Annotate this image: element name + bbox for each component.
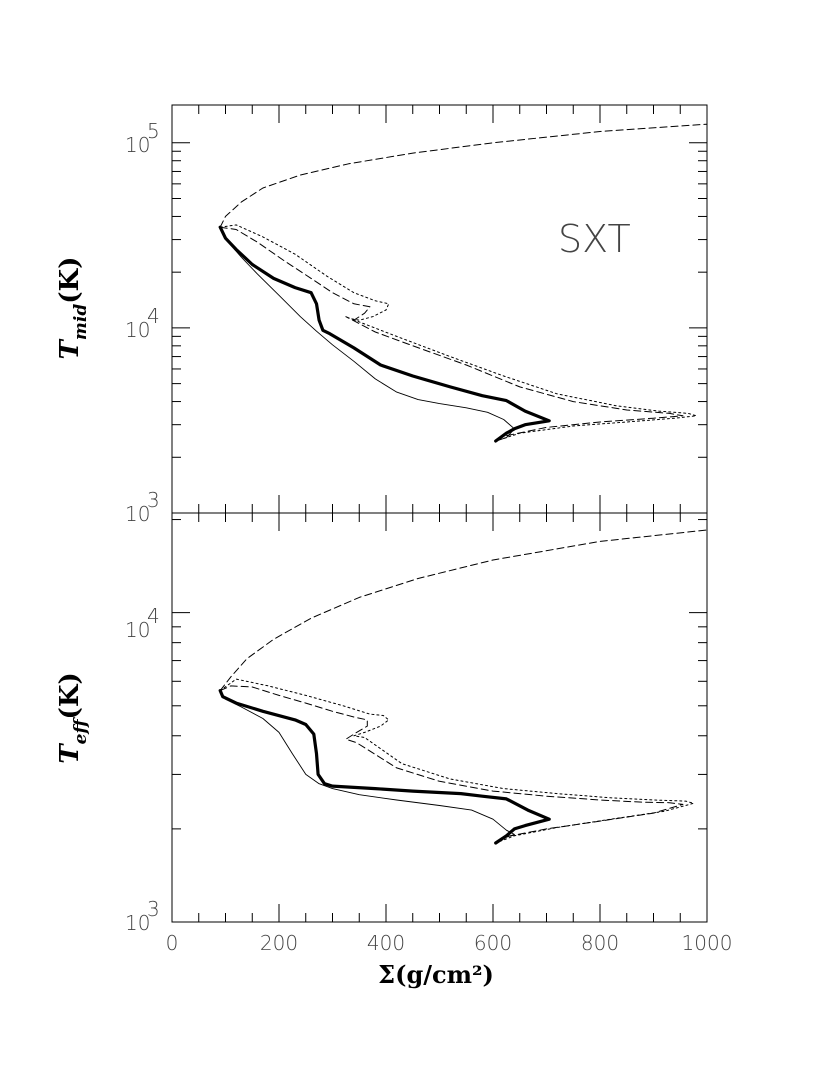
svg-text:Teff(K): Teff(K): [55, 672, 91, 763]
bottom-y-title-unit: (K): [55, 672, 85, 719]
bottom-panel-ticks: [171, 513, 708, 923]
x-axis-title: Σ(g/cm²): [378, 960, 494, 989]
svg-text:Tmid(K): Tmid(K): [55, 257, 91, 360]
x-tick-label-600: 600: [474, 931, 512, 955]
bottom-series-dashed-3: [219, 685, 684, 844]
bottom-y-tick-exp-1e4: 4: [147, 604, 160, 628]
bottom-series-thick-solid-1: [218, 688, 551, 845]
top-y-tick-base-1e3: 10: [125, 502, 150, 526]
top-y-title-unit: (K): [55, 257, 85, 304]
top-panel: 10 5 10 4 10 3 SXT Tmid(K): [55, 104, 708, 526]
top-y-title-main: T: [55, 338, 85, 359]
top-panel-frame: [171, 104, 708, 514]
top-y-axis-title: Tmid(K): [55, 257, 91, 360]
bottom-series-dashed-2: [219, 529, 708, 692]
x-tick-label-1000: 1000: [682, 931, 733, 955]
annotation-sxt: SXT: [558, 217, 631, 261]
bottom-panel-series: [218, 529, 708, 845]
top-y-tick-label-1e3: 10 3: [125, 488, 160, 526]
bottom-series-thin-solid-0: [219, 690, 515, 844]
bottom-y-tick-base-1e4: 10: [125, 618, 150, 642]
x-tick-labels: 0 200 400 600 800 1000: [166, 931, 733, 955]
top-series-dotted-4: [219, 224, 697, 442]
top-y-title-sub: mid: [71, 304, 91, 340]
top-series-dashed-2: [219, 123, 708, 228]
bottom-y-tick-label-1e3: 10 3: [125, 897, 160, 935]
bottom-panel-frame: [171, 512, 708, 923]
top-y-tick-label-1e5: 10 5: [125, 119, 160, 157]
top-panel-series: [218, 123, 708, 443]
top-y-tick-exp-1e5: 5: [147, 119, 160, 143]
top-series-thin-solid-0: [219, 226, 515, 442]
bottom-panel: 10 4 10 3 0 200 400 600 800 1000 Teff(K) Σ(g/…: [55, 512, 733, 989]
x-tick-label-800: 800: [581, 931, 619, 955]
top-panel-ticks: [171, 105, 708, 514]
bottom-y-tick-label-1e4: 10 4: [125, 604, 160, 642]
top-y-tick-base-1e5: 10: [125, 133, 150, 157]
top-y-tick-base-1e4: 10: [125, 318, 150, 342]
bottom-y-axis-title: Teff(K): [55, 672, 91, 763]
x-tick-label-0: 0: [166, 931, 179, 955]
bottom-y-title-sub: eff: [71, 717, 91, 745]
top-series-thick-solid-1: [218, 225, 551, 443]
x-tick-label-200: 200: [260, 931, 298, 955]
top-y-tick-exp-1e4: 4: [147, 304, 160, 328]
x-tick-label-400: 400: [367, 931, 405, 955]
bottom-series-dotted-4: [219, 678, 695, 844]
top-y-tick-exp-1e3: 3: [147, 488, 160, 512]
bottom-y-tick-base-1e3: 10: [125, 911, 150, 935]
bottom-y-title-main: T: [55, 743, 85, 764]
top-y-tick-label-1e4: 10 4: [125, 304, 160, 342]
bottom-y-tick-exp-1e3: 3: [147, 897, 160, 921]
top-series-dashed-3: [219, 226, 684, 442]
